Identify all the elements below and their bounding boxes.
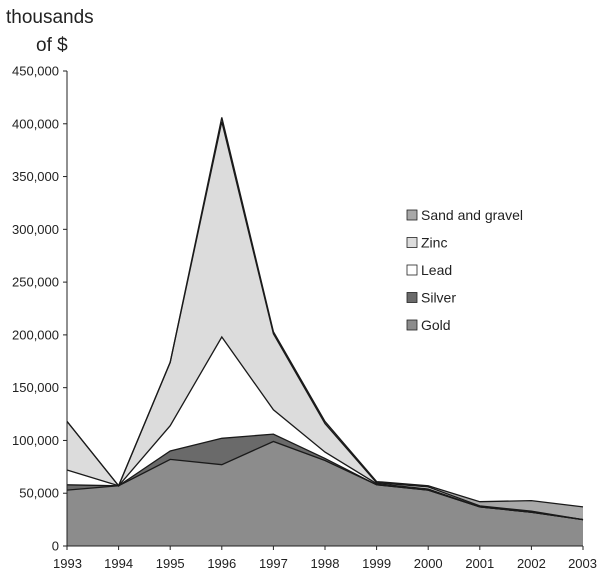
legend-label-sand-and-gravel: Sand and gravel xyxy=(421,207,523,223)
x-tick-label: 2002 xyxy=(517,556,546,571)
y-tick-label: 300,000 xyxy=(12,222,59,237)
x-tick-label: 1996 xyxy=(207,556,236,571)
y-tick-label: 100,000 xyxy=(12,433,59,448)
series-area-lead xyxy=(67,337,583,520)
legend-swatch-lead xyxy=(406,264,418,276)
x-tick-label: 1993 xyxy=(53,556,82,571)
y-tick-label: 50,000 xyxy=(19,486,59,501)
y-tick-label: 200,000 xyxy=(12,327,59,342)
y-tick-label: 450,000 xyxy=(12,64,59,79)
x-tick-label: 1994 xyxy=(104,556,133,571)
legend-swatch-gold xyxy=(406,319,418,331)
x-tick-label: 2001 xyxy=(465,556,494,571)
series-area-gold xyxy=(67,441,583,546)
x-tick-label: 1995 xyxy=(156,556,185,571)
legend-label-silver: Silver xyxy=(421,290,456,306)
y-tick-label: 150,000 xyxy=(12,380,59,395)
x-tick-label: 2000 xyxy=(414,556,443,571)
legend-swatch-zinc xyxy=(406,237,418,248)
y-tick-label: 350,000 xyxy=(12,169,59,184)
x-tick-label: 1998 xyxy=(311,556,340,571)
legend-label-gold: Gold xyxy=(421,317,451,333)
y-axis-label-line1: thousands xyxy=(6,7,94,28)
x-tick-label: 1997 xyxy=(259,556,288,571)
legend-label-zinc: Zinc xyxy=(421,235,447,251)
series-line-lead xyxy=(66,335,584,521)
y-tick-label: 0 xyxy=(52,539,59,554)
series-area-zinc xyxy=(67,121,583,520)
x-tick-label: 1999 xyxy=(362,556,391,571)
x-tick-label: 2003 xyxy=(568,556,597,571)
y-axis-label-line2: of $ xyxy=(36,35,68,56)
y-tick-label: 400,000 xyxy=(12,116,59,131)
legend-swatch-sand-and-gravel xyxy=(406,209,418,221)
series-area-silver xyxy=(67,434,583,520)
series-line-sand-and-gravel xyxy=(66,117,584,508)
legend-label-lead: Lead xyxy=(421,262,452,278)
legend-swatch-silver xyxy=(406,292,418,303)
y-tick-label: 250,000 xyxy=(12,275,59,290)
